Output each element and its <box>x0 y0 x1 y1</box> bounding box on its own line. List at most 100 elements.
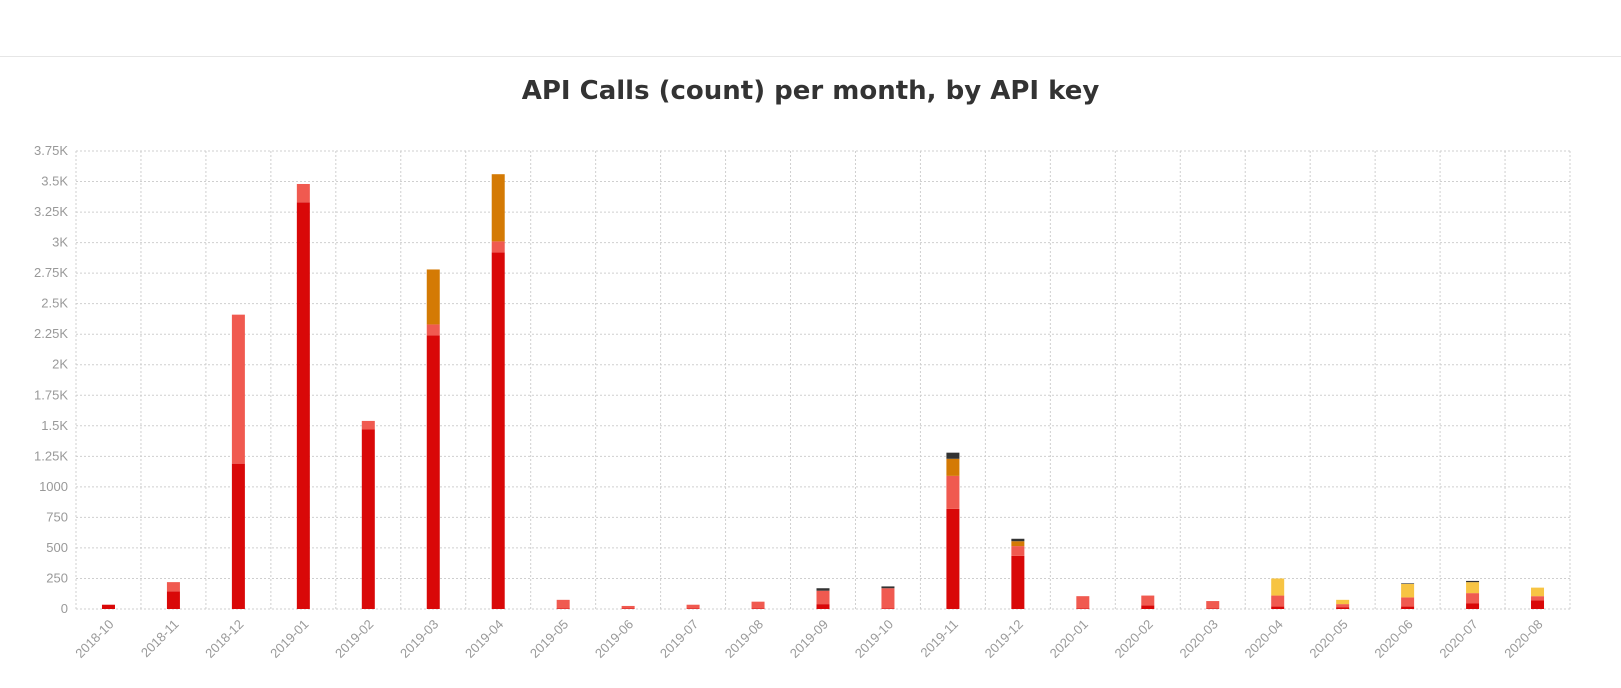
bar-segment-2020-06-s1 <box>1401 597 1415 607</box>
top-bar <box>0 0 1621 57</box>
y-tick-label: 1.25K <box>34 448 68 463</box>
y-tick-label: 500 <box>46 540 68 555</box>
bar-segment-2020-06-s4 <box>1401 583 1415 584</box>
bar-segment-2020-05-s0 <box>1336 607 1350 609</box>
y-tick-label: 2K <box>52 357 68 372</box>
bar-segment-2020-01-s1 <box>1076 596 1090 609</box>
y-tick-label: 1.5K <box>41 418 68 433</box>
bar-segment-2020-04-s0 <box>1271 606 1285 609</box>
y-axis-ticks: 0 250 500 750 1000 1.25K 1.5K 1.75K 2K 2.25K 2.5K 2… <box>34 143 68 616</box>
x-tick-label: 2020-07 <box>1436 617 1480 661</box>
bar-segment-2020-08-s1 <box>1531 596 1545 601</box>
bar-segment-2019-04-s0 <box>491 252 505 609</box>
x-tick-label: 2019-06 <box>592 617 636 661</box>
bar-segment-2020-03-s0 <box>1206 608 1220 609</box>
y-tick-label: 750 <box>46 509 68 524</box>
x-tick-label: 2019-11 <box>917 617 961 661</box>
bar-segment-2019-10-s4 <box>881 586 895 589</box>
bar-segment-2019-04-s1 <box>491 241 505 253</box>
bar-segment-2018-11-s0 <box>166 591 180 609</box>
bar-segment-2020-04-s1 <box>1271 595 1285 607</box>
bar-segment-2018-12-s1 <box>231 314 245 464</box>
bar-segment-2019-11-s1 <box>946 475 960 509</box>
bar-segment-2019-10-s1 <box>881 588 895 609</box>
y-tick-label: 0 <box>61 601 68 616</box>
y-tick-label: 2.5K <box>41 296 68 311</box>
x-tick-label: 2019-03 <box>397 617 441 661</box>
bar-segment-2019-11-s4 <box>946 452 960 459</box>
x-tick-label: 2020-06 <box>1371 617 1415 661</box>
bar-segment-2019-11-s0 <box>946 508 960 609</box>
bar-segment-2019-07-s0 <box>686 608 700 609</box>
bar-segment-2020-07-s4 <box>1466 580 1480 583</box>
x-tick-label: 2019-09 <box>787 617 831 661</box>
bar-segment-2019-01-s1 <box>296 183 310 203</box>
x-tick-label: 2019-02 <box>332 617 376 661</box>
y-tick-label: 1000 <box>39 479 68 494</box>
bar-segment-2020-05-s3 <box>1336 599 1350 605</box>
bar-segment-2019-07-s1 <box>686 604 700 609</box>
bar-segment-2019-02-s0 <box>361 429 375 609</box>
y-tick-label: 3.5K <box>41 174 68 189</box>
bar-segment-2020-07-s0 <box>1466 603 1480 609</box>
bar-segment-2020-05-s1 <box>1336 604 1350 608</box>
x-tick-label: 2020-08 <box>1501 617 1545 661</box>
x-tick-label: 2020-03 <box>1177 617 1221 661</box>
y-tick-label: 3.75K <box>34 143 68 158</box>
bar-segment-2020-07-s3 <box>1466 582 1480 594</box>
bar-segment-2019-12-s2 <box>1011 541 1025 547</box>
bar-segment-2019-03-s1 <box>426 324 440 336</box>
bar-segment-2020-08-s3 <box>1531 587 1545 597</box>
bar-segment-2020-02-s1 <box>1141 595 1155 606</box>
x-tick-label: 2018-12 <box>202 617 246 661</box>
bar-segment-2019-05-s1 <box>556 599 570 609</box>
bar-segment-2019-02-s1 <box>361 420 375 430</box>
bar-segment-2019-10-s0 <box>881 608 895 609</box>
bar-segment-2018-10-s0 <box>101 604 115 609</box>
y-tick-label: 250 <box>46 570 68 585</box>
x-tick-label: 2020-04 <box>1241 617 1285 661</box>
bar-segment-2019-06-s1 <box>621 605 635 609</box>
bar-segment-2019-06-s0 <box>621 608 635 609</box>
bar-segment-2019-04-s2 <box>491 174 505 242</box>
bar-segment-2020-01-s0 <box>1076 608 1090 609</box>
bar-segment-2019-01-s0 <box>296 202 310 609</box>
bar-segment-2020-08-s0 <box>1531 600 1545 609</box>
x-tick-label: 2018-11 <box>138 617 182 661</box>
bar-segment-2020-06-s3 <box>1401 583 1415 598</box>
bar-segment-2018-11-s1 <box>166 582 180 592</box>
x-tick-label: 2019-01 <box>267 617 311 661</box>
bar-segment-2019-08-s1 <box>751 601 765 609</box>
x-tick-label: 2020-02 <box>1112 617 1156 661</box>
bar-segment-2018-12-s0 <box>231 463 245 609</box>
bar-segment-2019-03-s2 <box>426 269 440 325</box>
chart-title: API Calls (count) per month, by API key <box>521 76 1100 106</box>
bar-segment-2019-12-s4 <box>1011 538 1025 542</box>
y-tick-label: 3.25K <box>34 204 68 219</box>
y-tick-label: 3K <box>52 235 68 250</box>
x-tick-label: 2018-10 <box>72 617 116 661</box>
x-tick-label: 2019-08 <box>722 617 766 661</box>
bar-segment-2020-02-s0 <box>1141 605 1155 609</box>
bar-segment-2019-09-s0 <box>816 604 830 609</box>
y-tick-label: 2.75K <box>34 265 68 280</box>
bars <box>101 174 1545 609</box>
x-tick-label: 2019-07 <box>657 617 701 661</box>
x-tick-label: 2019-10 <box>852 617 896 661</box>
bar-segment-2019-12-s0 <box>1011 555 1025 609</box>
bar-segment-2020-07-s1 <box>1466 593 1480 604</box>
bar-segment-2019-03-s0 <box>426 335 440 609</box>
x-tick-label: 2019-05 <box>527 617 571 661</box>
bar-segment-2019-09-s4 <box>816 588 830 591</box>
x-axis-ticks: 2018-10 2018-11 2018-12 2019-01 2019-02 2019-… <box>72 617 1545 661</box>
bar-segment-2020-06-s0 <box>1401 606 1415 609</box>
x-tick-label: 2020-05 <box>1306 617 1350 661</box>
y-tick-label: 2.25K <box>34 326 68 341</box>
x-tick-label: 2019-12 <box>982 617 1026 661</box>
y-tick-label: 1.75K <box>34 387 68 402</box>
x-tick-label: 2019-04 <box>462 617 506 661</box>
grid <box>75 150 1571 610</box>
bar-segment-2019-11-s2 <box>946 458 960 476</box>
bar-segment-2020-04-s3 <box>1271 578 1285 596</box>
